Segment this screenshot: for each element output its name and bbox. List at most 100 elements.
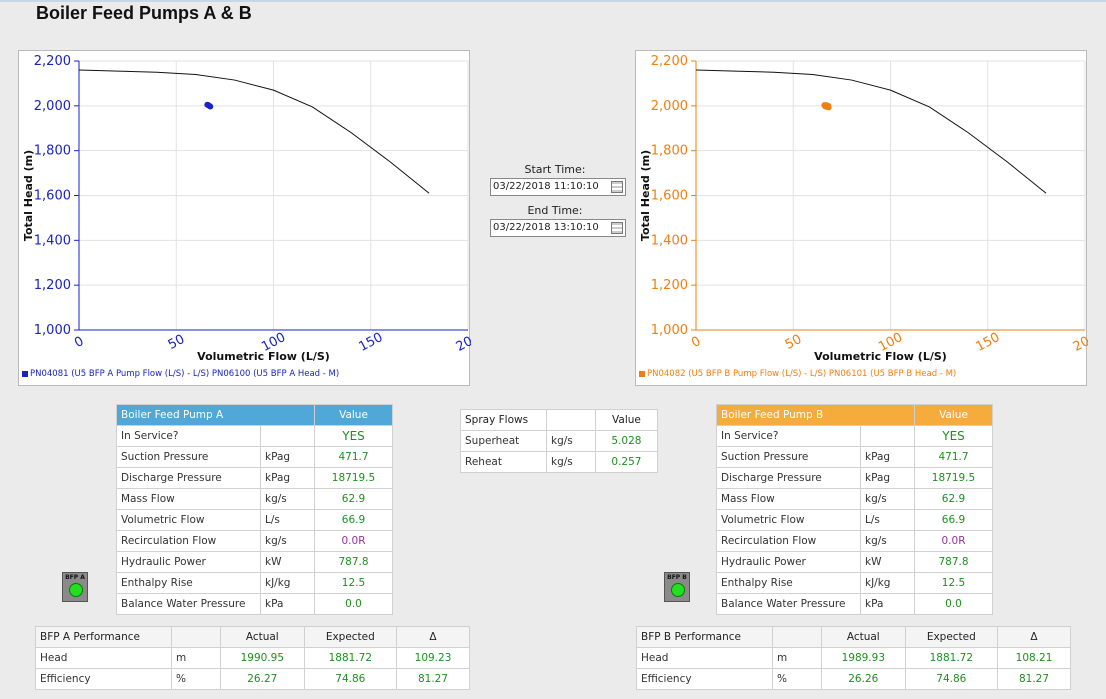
x-tick-label: 0 [72, 334, 86, 351]
row-value: 66.9 [314, 509, 393, 531]
pump-b-header-row: Boiler Feed Pump B Value [716, 404, 993, 426]
row-unit: kW [260, 551, 315, 573]
x-tick-label: 50 [166, 332, 188, 353]
perf-actual: 26.27 [220, 668, 305, 690]
row-label: Enthalpy Rise [116, 572, 261, 594]
perf-header-row: BFP A Performance Actual Expected Δ [35, 626, 470, 648]
perf-col-header: Actual [821, 626, 906, 648]
row-unit: kg/s [260, 488, 315, 510]
row-value: 12.5 [314, 572, 393, 594]
row-value: 12.5 [914, 572, 993, 594]
row-unit: kJ/kg [260, 572, 315, 594]
row-value: 62.9 [914, 488, 993, 510]
row-value: 787.8 [314, 551, 393, 573]
pump-a-chart: 1,000 1,200 1,400 1,600 1,800 2,000 2,200 0 50 10… [18, 50, 471, 386]
page-title: Boiler Feed Pumps A & B [36, 3, 252, 23]
table-row: Volumetric Flow L/s 66.9 [116, 509, 393, 531]
row-unit: kPag [260, 467, 315, 489]
table-row: Discharge Pressure kPag 18719.5 [716, 467, 993, 489]
row-unit: kg/s [860, 530, 915, 552]
x-axis-title: Volumetric Flow (L/S) [197, 350, 330, 363]
pump-curve-line [695, 69, 1047, 194]
row-label: Hydraulic Power [116, 551, 261, 573]
perf-col-header: Expected [904, 626, 999, 648]
table-row: Efficiency% 26.27 74.86 81.27 [35, 668, 470, 690]
pump-a-value-header: Value [314, 404, 393, 426]
pump-b-legend: PN04082 (U5 BFP B Pump Flow (L/S) - L/S)… [639, 369, 956, 379]
y-tick-label: 2,000 [34, 99, 71, 114]
y-tick-label: 2,000 [651, 99, 688, 114]
spray-unit-header [546, 409, 596, 431]
spray-value-header: Value [594, 409, 659, 431]
table-row: Volumetric Flow L/s 66.9 [716, 509, 993, 531]
row-value: 62.9 [314, 488, 393, 510]
bfp-a-pump-icon[interactable]: BFP A [62, 572, 88, 602]
perf-expected: 1881.72 [303, 647, 398, 669]
end-time-input[interactable]: 03/22/2018 13:10:10 [490, 219, 626, 237]
perf-actual: 26.26 [821, 668, 906, 690]
row-value: YES [314, 425, 393, 447]
pump-b-legend-text: PN04082 (U5 BFP B Pump Flow (L/S) - L/S)… [647, 369, 957, 379]
row-label: Volumetric Flow [116, 509, 261, 531]
perf-unit: m [171, 647, 221, 669]
end-time-label: End Time: [527, 204, 583, 217]
y-tick-label: 1,800 [34, 144, 71, 159]
spray-header: Spray Flows [460, 409, 547, 431]
table-row: Discharge Pressure kPag 18719.5 [116, 467, 393, 489]
bfp-b-pump-icon[interactable]: BFP B [664, 572, 690, 602]
row-unit: kJ/kg [860, 572, 915, 594]
y-tick-label: 1,600 [651, 189, 688, 204]
perf-header-row: BFP B Performance Actual Expected Δ [636, 626, 1071, 648]
row-label: Superheat [460, 430, 547, 452]
y-tick-label: 1,800 [651, 144, 688, 159]
perf-delta: 81.27 [396, 668, 470, 690]
y-tick-label: 2,200 [651, 54, 688, 69]
y-tick-label: 1,400 [651, 233, 688, 248]
table-row: Recirculation Flow kg/s 0.0R [716, 530, 993, 552]
row-unit: kg/s [260, 530, 315, 552]
perf-actual: 1989.93 [821, 647, 906, 669]
start-time-input[interactable]: 03/22/2018 11:10:10 [490, 178, 626, 196]
bfp-a-performance-table: BFP A Performance Actual Expected Δ Head m 199… [35, 626, 470, 690]
table-row: In Service? YES [116, 425, 393, 447]
row-label: Balance Water Pressure [716, 593, 861, 615]
perf-expected: 74.86 [904, 668, 999, 690]
row-label: Volumetric Flow [716, 509, 861, 531]
y-tick-label: 1,200 [651, 278, 688, 293]
row-label: Mass Flow [116, 488, 261, 510]
table-row: In Service? YES [716, 425, 993, 447]
row-value: YES [914, 425, 993, 447]
pump-a-legend-text: PN04081 (U5 BFP A Pump Flow (L/S) - L/S)… [30, 369, 340, 379]
perf-delta: 81.27 [997, 668, 1071, 690]
pump-b-chart: 1,000 1,200 1,400 1,600 1,800 2,000 2,200 0 50 10… [635, 50, 1088, 386]
perf-unit-header [772, 626, 822, 648]
calendar-icon[interactable] [611, 181, 623, 193]
perf-delta: 109.23 [396, 647, 470, 669]
table-row: Superheat kg/s 5.028 [460, 430, 659, 452]
row-label: Recirculation Flow [716, 530, 861, 552]
y-tick-label: 1,400 [34, 233, 71, 248]
perf-unit-header [171, 626, 221, 648]
table-row: Recirculation Flow kg/s 0.0R [116, 530, 393, 552]
spray-header-row: Spray Flows Value [460, 409, 659, 431]
perf-expected: 74.86 [303, 668, 398, 690]
perf-label: Efficiency [636, 668, 773, 690]
table-row: Reheat kg/s 0.257 [460, 451, 659, 473]
perf-unit: % [772, 668, 822, 690]
calendar-icon[interactable] [611, 222, 623, 234]
perf-label: Head [636, 647, 773, 669]
table-row: Suction Pressure kPag 471.7 [116, 446, 393, 468]
row-value: 18719.5 [314, 467, 393, 489]
x-tick-label: 150 [974, 330, 1003, 355]
end-time-value: 03/22/2018 13:10:10 [493, 222, 599, 233]
perf-col-header: Expected [303, 626, 398, 648]
row-value: 66.9 [914, 509, 993, 531]
bfp-a-icon-label: BFP A [65, 574, 85, 581]
top-border [0, 0, 1106, 2]
pump-a-table: Boiler Feed Pump A Value In Service? YES S… [116, 404, 393, 615]
y-tick-label: 2,200 [34, 54, 71, 69]
row-label: Suction Pressure [116, 446, 261, 468]
row-unit: kPag [260, 446, 315, 468]
table-row: Hydraulic Power kW 787.8 [116, 551, 393, 573]
